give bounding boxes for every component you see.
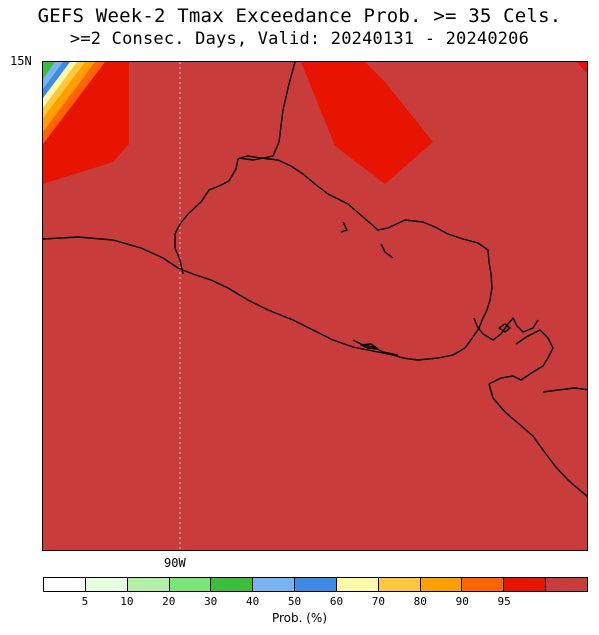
colorbar-swatch [504, 578, 547, 591]
longitude-label: 90W [164, 556, 186, 570]
colorbar-unit-label: Prob. (%) [271, 611, 328, 625]
colorbar-swatch [211, 578, 254, 591]
colorbar-tick: 90 [455, 595, 469, 608]
colorbar-tick: 70 [371, 595, 385, 608]
colorbar-swatch [85, 578, 128, 591]
coastlines-and-borders [43, 62, 587, 498]
colorbar-tick: 80 [413, 595, 427, 608]
colorbar [43, 577, 588, 592]
high-prob-patch-corner [577, 62, 587, 74]
map-panel [42, 61, 588, 551]
colorbar-tick: 40 [245, 595, 260, 608]
colorbar-swatch [378, 578, 421, 591]
low-prob-corner [43, 62, 129, 184]
colorbar-tick: 5 [81, 595, 89, 608]
probability-background [43, 62, 587, 550]
colorbar-swatch [462, 578, 505, 591]
colorbar-tick-labels: 5 10 20 30 40 50 60 70 80 90 95 [43, 595, 588, 608]
colorbar-swatch [44, 578, 86, 591]
colorbar-swatch [546, 578, 587, 591]
colorbar-swatch [127, 578, 170, 591]
map-canvas [43, 62, 587, 550]
colorbar-swatch [169, 578, 212, 591]
colorbar-tick: 30 [204, 595, 218, 608]
high-prob-patch-north [301, 62, 433, 184]
colorbar-swatch [336, 578, 379, 591]
map-subtitle: >=2 Consec. Days, Valid: 20240131 - 2024… [69, 29, 530, 49]
colorbar-swatch [295, 578, 337, 591]
colorbar-swatch [420, 578, 463, 591]
colorbar-tick: 60 [329, 595, 344, 608]
colorbar-tick: 20 [162, 595, 176, 608]
latitude-label: 15N [10, 54, 32, 68]
map-title: GEFS Week-2 Tmax Exceedance Prob. >= 35 … [37, 5, 562, 27]
colorbar-tick: 95 [497, 595, 511, 608]
colorbar-tick: 10 [120, 595, 134, 608]
colorbar-tick: 50 [287, 595, 302, 608]
colorbar-swatch [253, 578, 296, 591]
